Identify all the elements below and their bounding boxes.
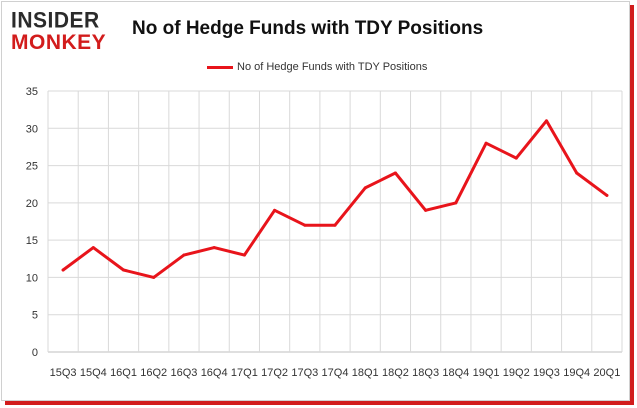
data-point [273, 208, 277, 212]
data-point [575, 171, 579, 175]
data-point [152, 275, 156, 279]
x-tick-label: 18Q4 [442, 367, 469, 379]
x-tick-label: 17Q2 [261, 367, 288, 379]
chart-title: No of Hedge Funds with TDY Positions [132, 18, 484, 39]
data-point [122, 268, 126, 272]
y-tick-label: 30 [26, 123, 38, 135]
data-point [454, 201, 458, 205]
y-tick-label: 20 [26, 198, 38, 210]
data-point [605, 193, 609, 197]
x-tick-label: 16Q2 [140, 367, 167, 379]
x-tick-label: 16Q4 [201, 367, 228, 379]
insider-monkey-logo: INSIDER MONKEY [11, 8, 121, 55]
x-tick-label: 17Q4 [322, 367, 349, 379]
x-tick-label: 18Q3 [412, 367, 439, 379]
x-tick-label: 17Q3 [291, 367, 318, 379]
data-point [393, 171, 397, 175]
data-point [212, 246, 216, 250]
logo-insider-text: INSIDER [11, 8, 100, 33]
data-point [424, 208, 428, 212]
legend-line-swatch [207, 65, 233, 69]
data-point [61, 268, 65, 272]
x-tick-label: 18Q1 [352, 367, 379, 379]
data-point [514, 156, 518, 160]
x-tick-label: 19Q1 [473, 367, 500, 379]
chart-frame: INSIDER MONKEY No of Hedge Funds with TD… [1, 1, 630, 401]
data-point [303, 223, 307, 227]
data-point [484, 141, 488, 145]
data-point [363, 186, 367, 190]
x-tick-label: 16Q1 [110, 367, 137, 379]
y-tick-label: 25 [26, 161, 38, 173]
x-tick-label: 19Q4 [563, 367, 590, 379]
data-point [242, 253, 246, 257]
y-tick-label: 5 [32, 310, 38, 322]
y-tick-label: 15 [26, 235, 38, 247]
legend-label: No of Hedge Funds with TDY Positions [237, 61, 428, 73]
data-point [333, 223, 337, 227]
x-tick-label: 15Q3 [50, 367, 77, 379]
data-point [91, 246, 95, 250]
x-tick-label: 15Q4 [80, 367, 107, 379]
x-tick-label: 19Q3 [533, 367, 560, 379]
y-tick-label: 0 [32, 347, 38, 359]
chart-legend: No of Hedge Funds with TDY Positions [207, 60, 427, 74]
x-tick-label: 19Q2 [503, 367, 530, 379]
logo-monkey-text: MONKEY [11, 31, 107, 54]
x-tick-label: 20Q1 [593, 367, 620, 379]
x-tick-label: 16Q3 [170, 367, 197, 379]
y-tick-label: 35 [26, 86, 38, 98]
y-tick-label: 10 [26, 272, 38, 284]
data-point [182, 253, 186, 257]
series-line [61, 119, 609, 279]
x-tick-label: 18Q2 [382, 367, 409, 379]
x-tick-label: 17Q1 [231, 367, 258, 379]
data-point [544, 119, 548, 123]
